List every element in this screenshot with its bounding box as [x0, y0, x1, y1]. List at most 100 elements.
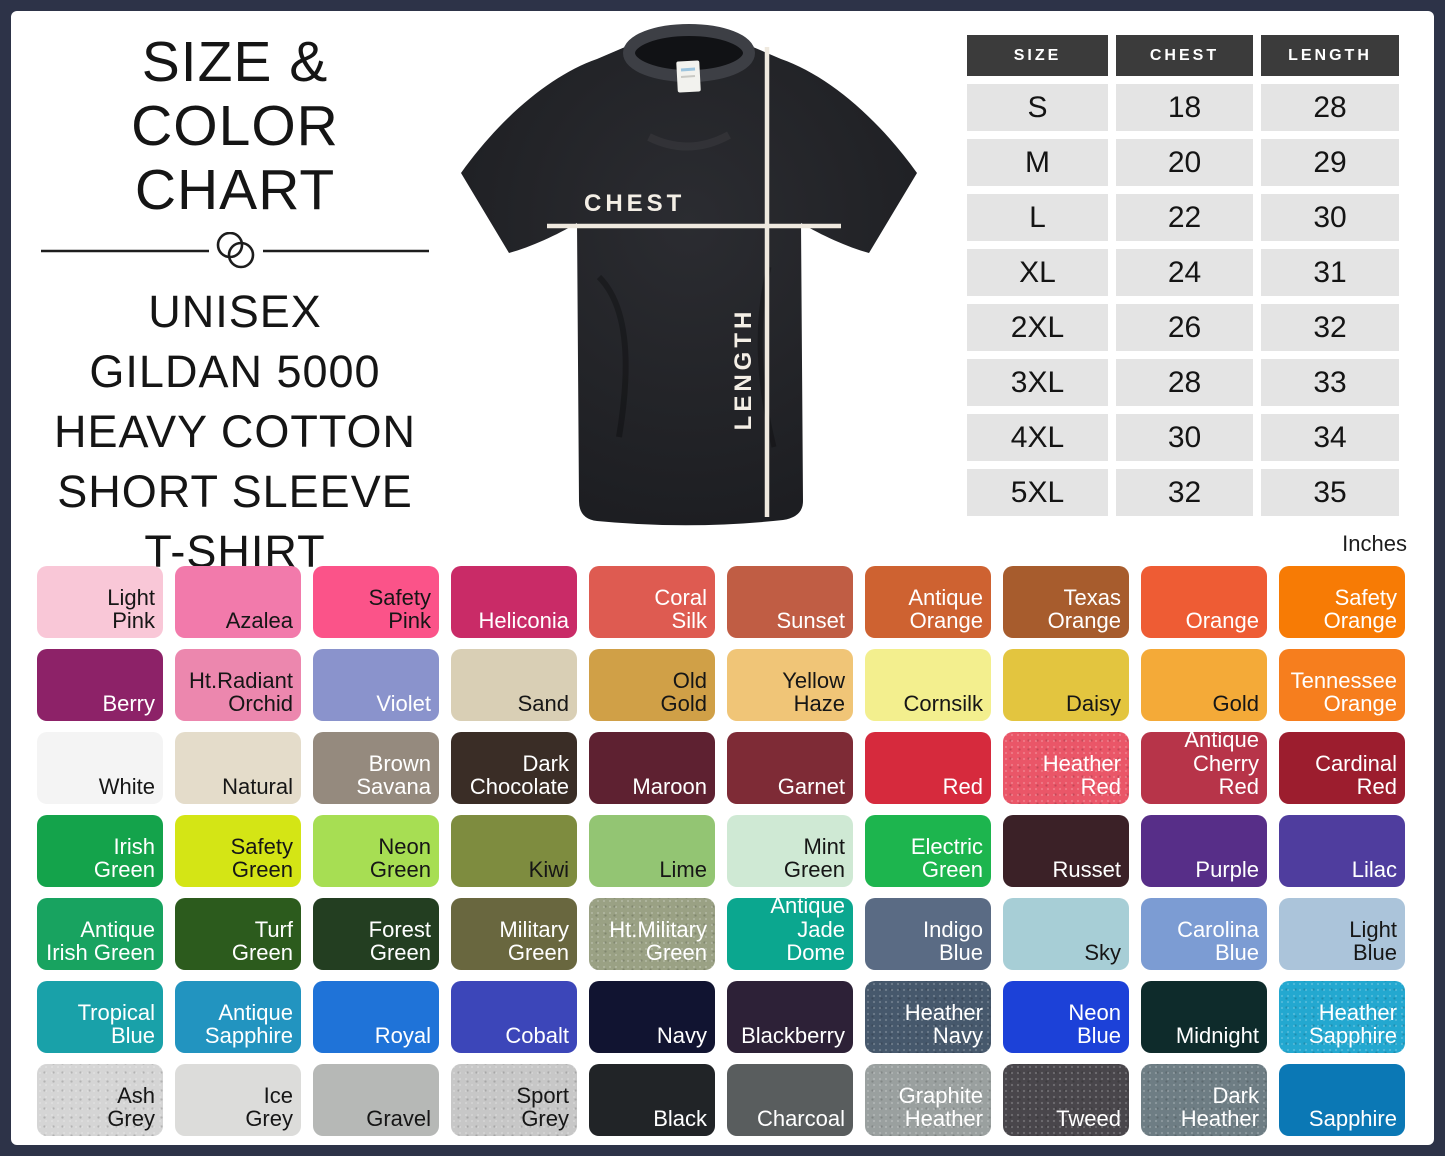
color-swatch-label: Indigo Blue: [923, 916, 983, 966]
tshirt-diagram: CHEST LENGTH: [429, 17, 951, 555]
size-table-cell: 29: [1261, 139, 1399, 186]
color-swatch: Irish Green: [37, 815, 163, 887]
size-table: SIZE CHEST LENGTH S 18 28 M 20 29 L 22 30 XL 24 31 2XL 2…: [967, 35, 1399, 516]
color-swatch-label: Blackberry: [741, 1023, 845, 1049]
color-swatch: Turf Green: [175, 898, 301, 970]
color-swatch: Dark Chocolate: [451, 732, 577, 804]
color-swatch: Sunset: [727, 566, 853, 638]
color-swatch-label: Orange: [1185, 608, 1259, 634]
color-swatch-label: Tennessee Orange: [1290, 667, 1397, 717]
subtitle-line: HEAVY COTTON: [53, 406, 417, 458]
color-swatch: Gold: [1141, 649, 1267, 721]
color-swatch: Red: [865, 732, 991, 804]
color-swatch: Royal: [313, 981, 439, 1053]
color-swatch-label: Brown Savana: [356, 750, 431, 800]
color-swatch: Heliconia: [451, 566, 577, 638]
color-swatch-label: Ash Grey: [107, 1082, 155, 1132]
size-table-cell: 28: [1261, 84, 1399, 131]
color-swatch-label: Light Pink: [107, 584, 155, 634]
color-swatch: Orange: [1141, 566, 1267, 638]
color-swatch-label: Antique Sapphire: [204, 999, 293, 1049]
color-swatch: Old Gold: [589, 649, 715, 721]
color-swatch: Blackberry: [727, 981, 853, 1053]
color-swatch-label: Maroon: [632, 774, 707, 800]
color-swatch-label: Safety Pink: [368, 584, 431, 634]
color-swatch-label: Garnet: [777, 774, 845, 800]
color-swatch: Yellow Haze: [727, 649, 853, 721]
color-swatch: Sand: [451, 649, 577, 721]
color-swatch: Brown Savana: [313, 732, 439, 804]
color-swatch-label: Daisy: [1065, 691, 1121, 717]
color-swatch: Safety Pink: [313, 566, 439, 638]
size-table-cell: 20: [1116, 139, 1253, 186]
title-block: SIZE & COLOR CHART UNISEX GILDAN 5000 HEAV…: [39, 30, 431, 582]
color-swatch: Heather Sapphire: [1279, 981, 1405, 1053]
color-swatch: Sky: [1003, 898, 1129, 970]
color-swatch: Maroon: [589, 732, 715, 804]
color-swatch: Electric Green: [865, 815, 991, 887]
size-table-cell: 22: [1116, 194, 1253, 241]
color-swatch-label: Turf Green: [231, 916, 293, 966]
color-swatch: Cornsilk: [865, 649, 991, 721]
color-swatch-label: Heather Sapphire: [1308, 999, 1397, 1049]
color-swatch: Antique Jade Dome: [727, 894, 853, 970]
color-swatch: Dark Heather: [1141, 1064, 1267, 1136]
color-swatch-label: Dark Heather: [1180, 1082, 1259, 1132]
color-swatch-label: Gravel: [366, 1106, 431, 1132]
color-swatch: Midnight: [1141, 981, 1267, 1053]
color-swatch-label: Graphite Heather: [898, 1082, 983, 1132]
color-swatch-label: Azalea: [225, 608, 293, 634]
color-swatch-grid: Light Pink Azalea Safety Pink Heliconia Cora…: [37, 566, 1405, 1136]
color-swatch: Charcoal: [727, 1064, 853, 1136]
color-swatch: Tennessee Orange: [1279, 649, 1405, 721]
size-table-header: SIZE: [967, 35, 1108, 76]
color-swatch-label: Cobalt: [505, 1023, 569, 1049]
color-swatch-label: Mint Green: [783, 833, 845, 883]
color-swatch-label: Midnight: [1175, 1023, 1259, 1049]
color-swatch: Heather Navy: [865, 981, 991, 1053]
color-swatch: Sport Grey: [451, 1064, 577, 1136]
subtitle-line: SHORT SLEEVE: [57, 466, 413, 518]
color-swatch: Tropical Blue: [37, 981, 163, 1053]
size-table-cell: 5XL: [967, 469, 1108, 516]
color-swatch-label: Old Gold: [660, 667, 707, 717]
color-swatch: Tweed: [1003, 1064, 1129, 1136]
color-swatch-label: Heather Navy: [904, 999, 983, 1049]
color-swatch-label: Safety Orange: [1323, 584, 1397, 634]
color-swatch-label: Ht.Radiant Orchid: [189, 667, 293, 717]
color-swatch-label: Tropical Blue: [77, 999, 155, 1049]
color-swatch: Carolina Blue: [1141, 898, 1267, 970]
color-swatch-label: Berry: [102, 691, 155, 717]
color-swatch-label: Sunset: [776, 608, 846, 634]
color-swatch-label: Tweed: [1056, 1106, 1121, 1132]
color-swatch: Safety Orange: [1279, 566, 1405, 638]
size-table-cell: 28: [1116, 359, 1253, 406]
color-swatch-label: Antique Cherry Red: [1184, 727, 1259, 800]
page-title-line2: CHART: [134, 157, 336, 222]
color-swatch-label: Military Green: [499, 916, 569, 966]
color-swatch: Neon Blue: [1003, 981, 1129, 1053]
size-color-chart-page: SIZE & COLOR CHART UNISEX GILDAN 5000 HEAV…: [11, 11, 1434, 1145]
color-swatch: Safety Green: [175, 815, 301, 887]
color-swatch: Neon Green: [313, 815, 439, 887]
color-swatch-label: Natural: [222, 774, 293, 800]
length-label: LENGTH: [730, 308, 757, 431]
size-table-cell: S: [967, 84, 1108, 131]
color-swatch: Ice Grey: [175, 1064, 301, 1136]
size-table-cell: 30: [1261, 194, 1399, 241]
color-swatch-label: Neon Green: [369, 833, 431, 883]
color-swatch-label: Antique Orange: [908, 584, 983, 634]
subtitle-line: UNISEX: [148, 286, 322, 338]
color-swatch-label: Ht.Military Green: [609, 916, 707, 966]
color-swatch-label: Dark Chocolate: [469, 750, 569, 800]
color-swatch-label: Ice Grey: [245, 1082, 293, 1132]
product-description: UNISEX GILDAN 5000 HEAVY COTTON SHORT SLEEV…: [39, 282, 431, 581]
size-table-cell: 2XL: [967, 304, 1108, 351]
size-table-header: CHEST: [1116, 35, 1253, 76]
color-swatch: Cobalt: [451, 981, 577, 1053]
color-swatch: Antique Orange: [865, 566, 991, 638]
color-swatch: Azalea: [175, 566, 301, 638]
color-swatch-label: Black: [653, 1106, 707, 1132]
size-table-cell: L: [967, 194, 1108, 241]
size-table-cell: 32: [1261, 304, 1399, 351]
